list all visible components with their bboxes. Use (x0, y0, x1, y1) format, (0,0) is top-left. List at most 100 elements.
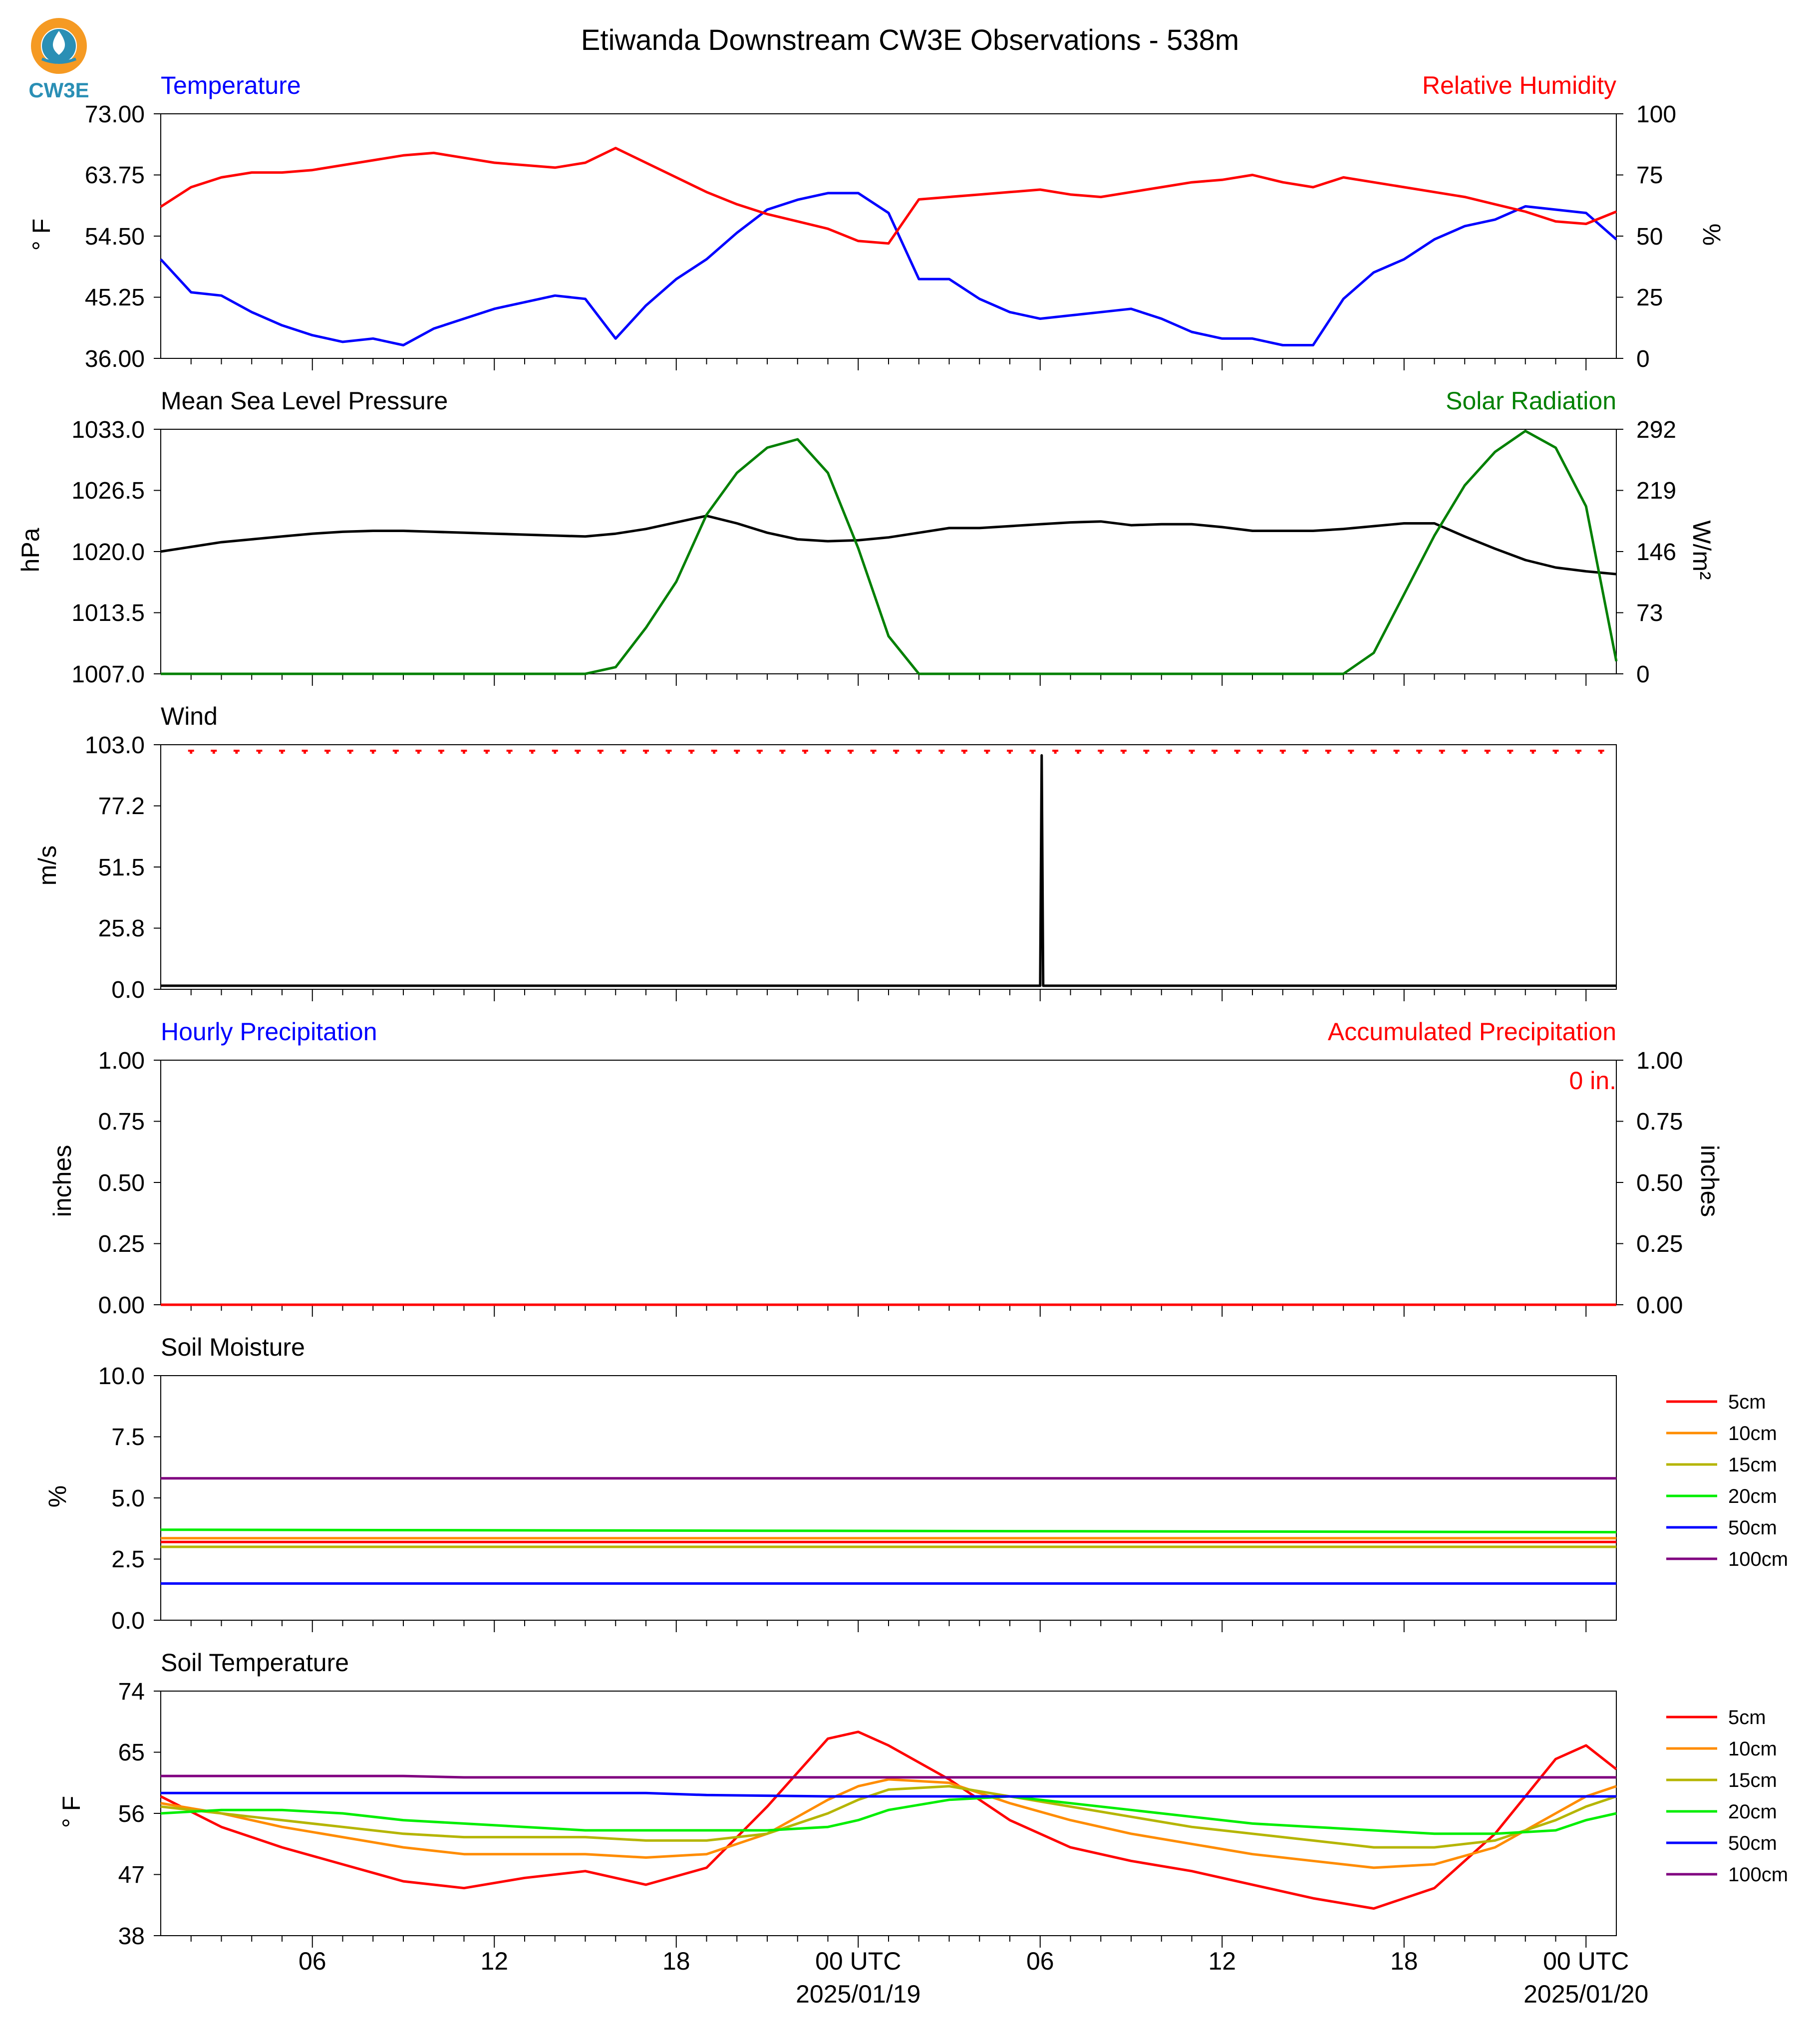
panel-title-left: Temperature (161, 71, 301, 99)
panel-pressure: Mean Sea Level Pressure Solar Radiation … (16, 387, 1716, 688)
y-tick-label: 2.5 (111, 1546, 145, 1573)
x-date-label: 2025/01/20 (1523, 1980, 1648, 2008)
legend-label: 5cm (1728, 1391, 1766, 1413)
x-tick-label: 18 (1390, 1947, 1418, 1975)
y-tick-label-right: 0 (1636, 346, 1650, 372)
y-tick-label-right: 50 (1636, 224, 1663, 250)
series-line-solar-radiation (161, 429, 1618, 675)
legend-label: 10cm (1728, 1738, 1777, 1760)
y-tick-label: 77.2 (98, 793, 145, 820)
y-tick-label: 1.00 (98, 1048, 145, 1074)
y-tick-label-right: 0.50 (1636, 1170, 1683, 1196)
series-line-10cm (160, 1778, 1617, 1869)
plot-frame (160, 744, 1617, 990)
panel-title-right: Accumulated Precipitation (1328, 1018, 1616, 1046)
panel-title-right: Solar Radiation (1446, 387, 1616, 415)
legend-label: 100cm (1728, 1548, 1788, 1570)
y-tick-label: 65 (118, 1739, 145, 1766)
panel-title-left: Wind (161, 702, 218, 730)
y-tick-label-right: 0.00 (1636, 1292, 1683, 1319)
precip-total-annotation: 0 in. (1569, 1067, 1616, 1095)
series-line-mean-sea-level-pressure (160, 514, 1617, 576)
series-line-temperature (160, 192, 1617, 346)
legend-label: 50cm (1728, 1832, 1777, 1854)
y-tick-label: 0.00 (98, 1292, 145, 1319)
y-tick-label-right: 25 (1636, 285, 1663, 311)
y-tick-label: 38 (118, 1923, 145, 1950)
y-tick-label: 51.5 (98, 855, 145, 881)
y-tick-label-right: 219 (1636, 478, 1676, 504)
series-line-relative-humidity (160, 147, 1617, 245)
cw3e-logo-icon (31, 18, 87, 74)
logo-text: CW3E (28, 78, 89, 102)
panel-title-left: Soil Moisture (161, 1333, 305, 1361)
panel-title-left: Mean Sea Level Pressure (161, 387, 448, 415)
chart-title: Etiwanda Downstream CW3E Observations - … (581, 24, 1239, 56)
plot-frame (160, 113, 1617, 359)
legend-label: 20cm (1728, 1485, 1777, 1507)
legend-label: 15cm (1728, 1769, 1777, 1791)
series-line-5cm (160, 1731, 1617, 1910)
panel-soil-moisture: Soil Moisture % 10.0 7.5 5.0 2.5 0.0 (43, 1333, 305, 1634)
y-tick-label: 10.0 (98, 1363, 145, 1390)
chart-marks (154, 113, 1623, 1948)
y-tick-label: 47 (118, 1862, 145, 1888)
y-tick-label: 63.75 (85, 162, 145, 189)
panel-wind: Wind m/s 103.0 77.2 51.5 25.8 0.0 (33, 702, 218, 1003)
x-tick-label: 12 (480, 1947, 508, 1975)
legend-soil-temperature: 5cm 10cm 15cm 20cm 50cm 100cm (1666, 1707, 1788, 1886)
y-axis-label: % (43, 1485, 71, 1507)
x-tick-label: 00 UTC (1543, 1947, 1629, 1975)
y-axis-label-right: % (1698, 224, 1726, 246)
y-tick-label: 0.25 (98, 1231, 145, 1257)
panel-title-left: Hourly Precipitation (161, 1018, 377, 1046)
x-tick-label: 12 (1208, 1947, 1236, 1975)
y-tick-label-right: 0.75 (1636, 1109, 1683, 1135)
x-date-label: 2025/01/19 (796, 1980, 920, 2008)
x-tick-label: 00 UTC (815, 1947, 901, 1975)
legend-label: 20cm (1728, 1801, 1777, 1823)
series-line-100cm (161, 1774, 1616, 1779)
y-tick-label: 0.75 (98, 1109, 145, 1135)
legend-soil-moisture: 5cm 10cm 15cm 20cm 50cm 100cm (1666, 1391, 1788, 1570)
y-tick-label: 5.0 (111, 1485, 145, 1512)
y-tick-label-right: 0 (1636, 661, 1650, 688)
panel-temperature: Temperature Relative Humidity ° F % 73.0… (27, 71, 1726, 372)
legend-label: 50cm (1728, 1517, 1777, 1539)
y-tick-label-right: 75 (1636, 162, 1663, 189)
legend-label: 5cm (1728, 1707, 1766, 1729)
y-tick-label: 25.8 (98, 915, 145, 942)
series-line-20cm (160, 1795, 1617, 1835)
series-line-wind (161, 754, 1616, 987)
panel-soil-temperature: Soil Temperature ° F 74 65 56 47 38 (57, 1649, 349, 1950)
legend-label: 100cm (1728, 1864, 1788, 1886)
series-line-20cm (160, 1528, 1617, 1534)
y-tick-label: 36.00 (85, 346, 145, 372)
y-tick-label: 103.0 (85, 732, 145, 759)
series-line-15cm (160, 1785, 1617, 1849)
y-tick-label-right: 0.25 (1636, 1231, 1683, 1257)
y-tick-label: 7.5 (111, 1424, 145, 1450)
y-axis-label: ° F (57, 1796, 85, 1828)
plot-frame (160, 1691, 1617, 1936)
legend-label: 10cm (1728, 1423, 1777, 1445)
y-tick-label: 1026.5 (71, 478, 145, 504)
x-tick-label: 06 (1026, 1947, 1054, 1975)
y-tick-label: 0.50 (98, 1170, 145, 1196)
y-tick-label: 45.25 (85, 285, 145, 311)
y-tick-label: 1013.5 (71, 600, 145, 626)
y-tick-label: 56 (118, 1801, 145, 1827)
y-tick-label: 1007.0 (71, 661, 145, 688)
y-tick-label-right: 100 (1636, 101, 1676, 128)
y-tick-label-right: 292 (1636, 417, 1676, 443)
y-tick-label-right: 146 (1636, 539, 1676, 566)
panel-title-left: Soil Temperature (161, 1649, 349, 1677)
y-axis-label: ° F (27, 219, 55, 251)
x-tick-label: 18 (662, 1947, 690, 1975)
panel-title-right: Relative Humidity (1422, 71, 1616, 99)
y-tick-label: 1020.0 (71, 539, 145, 566)
y-axis-label-right: inches (1696, 1145, 1724, 1217)
y-axis-label-right: W/m² (1688, 520, 1716, 579)
plot-frame (160, 1060, 1617, 1305)
